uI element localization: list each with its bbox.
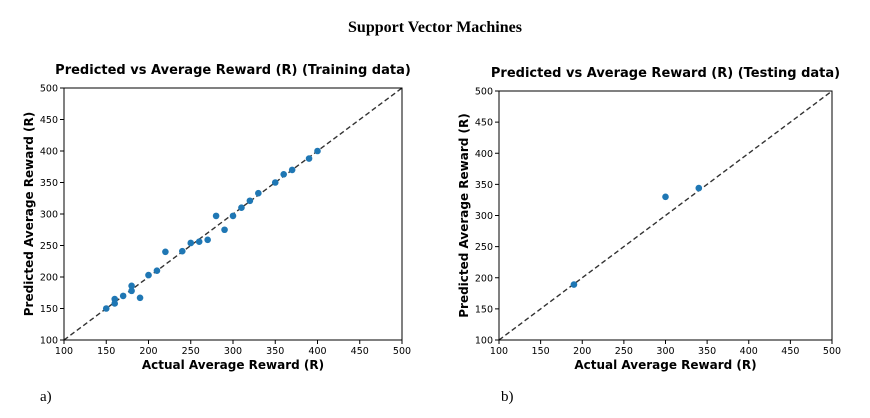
training-y-tick-label: 100 <box>40 336 58 347</box>
testing-y-tick-label: 100 <box>475 336 493 347</box>
testing-data-point <box>570 281 578 288</box>
training-x-axis-label: Actual Average Reward (R) <box>142 358 324 372</box>
testing-y-tick-label: 500 <box>475 87 493 98</box>
testing-data-point <box>662 193 669 201</box>
training-data-point <box>153 267 161 275</box>
testing-x-tick-label: 150 <box>532 346 550 357</box>
testing-y-tick-label: 150 <box>475 304 493 315</box>
testing-chart-title: Predicted vs Average Reward (R) (Testing… <box>491 66 840 81</box>
training-data-point <box>102 305 110 312</box>
training-x-tick-label: 150 <box>97 346 115 357</box>
testing-x-tick-label: 200 <box>573 346 591 357</box>
testing-x-tick-label: 300 <box>656 346 674 357</box>
training-y-tick-label: 250 <box>40 241 58 252</box>
testing-data-point <box>695 184 703 192</box>
training-x-tick-label: 100 <box>55 346 73 357</box>
training-y-axis-label: Predicted Average Reward (R) <box>22 112 36 317</box>
training-x-tick-label: 400 <box>308 346 326 357</box>
training-data-point <box>221 226 228 234</box>
training-data-point <box>204 236 211 244</box>
testing-y-tick-label: 350 <box>475 180 493 191</box>
training-y-tick-label: 450 <box>40 115 58 126</box>
training-x-tick-label: 250 <box>182 346 200 357</box>
training-x-tick-label: 350 <box>266 346 284 357</box>
training-data-point <box>314 147 321 155</box>
training-data-point <box>238 204 245 211</box>
training-data-point <box>111 295 118 303</box>
panel-label-a: a) <box>40 389 52 405</box>
training-data-point <box>119 292 127 300</box>
training-data-point <box>280 171 288 178</box>
testing-y-tick-label: 200 <box>475 273 493 284</box>
training-data-point <box>145 271 152 279</box>
training-x-tick-label: 300 <box>224 346 242 357</box>
training-data-point <box>179 247 186 255</box>
testing-y-tick-label: 450 <box>475 118 493 129</box>
training-y-tick-label: 350 <box>40 178 58 189</box>
testing-reference-line <box>498 90 833 341</box>
testing-x-tick-label: 100 <box>490 346 508 357</box>
testing-x-tick-label: 450 <box>781 346 799 357</box>
figure-title: Support Vector Machines <box>348 19 522 36</box>
training-data-point <box>187 239 195 247</box>
testing-x-axis-label: Actual Average Reward (R) <box>574 358 756 372</box>
testing-y-tick-label: 400 <box>475 149 493 160</box>
training-y-tick-label: 500 <box>40 84 58 95</box>
training-x-tick-label: 200 <box>139 346 157 357</box>
testing-y-tick-label: 250 <box>475 242 493 253</box>
training-data-point <box>128 282 135 290</box>
training-data-point <box>229 212 237 220</box>
training-data-point <box>305 155 313 162</box>
training-x-tick-label: 500 <box>393 346 411 357</box>
training-data-point <box>246 197 254 205</box>
training-y-tick-label: 200 <box>40 273 58 284</box>
training-data-point <box>136 294 144 302</box>
training-y-tick-label: 400 <box>40 147 58 158</box>
training-data-point <box>128 287 135 295</box>
training-y-tick-label: 150 <box>40 304 58 315</box>
training-data-point <box>288 166 296 174</box>
testing-x-tick-label: 350 <box>698 346 716 357</box>
testing-x-tick-label: 250 <box>615 346 633 357</box>
training-y-tick-label: 300 <box>40 210 58 221</box>
testing-x-tick-label: 400 <box>740 346 758 357</box>
testing-x-tick-label: 500 <box>823 346 841 357</box>
training-data-point <box>195 238 203 246</box>
training-chart-title: Predicted vs Average Reward (R) (Trainin… <box>55 63 411 78</box>
testing-y-tick-label: 300 <box>475 211 493 222</box>
testing-y-axis-label: Predicted Average Reward (R) <box>457 113 471 318</box>
panel-label-b: b) <box>501 389 514 405</box>
training-data-point <box>212 212 220 220</box>
training-data-point <box>271 179 279 186</box>
training-data-point <box>162 248 169 256</box>
training-x-tick-label: 450 <box>351 346 369 357</box>
training-data-point <box>255 189 262 197</box>
